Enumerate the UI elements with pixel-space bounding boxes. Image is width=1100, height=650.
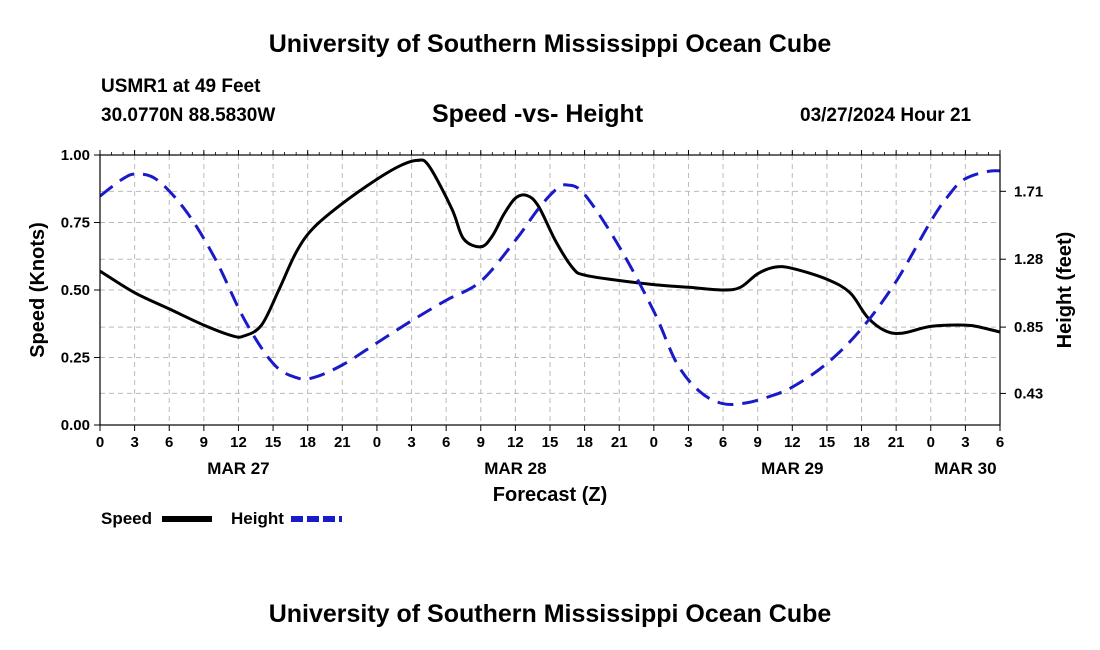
x-tick-label: 18 — [576, 434, 593, 451]
y2-tick-label: 1.71 — [1014, 183, 1043, 200]
y-tick-label: 0.00 — [61, 417, 90, 434]
series-lines — [100, 158, 1000, 407]
x-tick-label: 18 — [299, 434, 316, 451]
x-tick-label: 9 — [754, 434, 762, 451]
x-tick-label: 3 — [130, 434, 138, 451]
x-tick-label: 3 — [407, 434, 415, 451]
date-label: MAR 30 — [934, 459, 996, 478]
y2-tick-label: 0.85 — [1014, 319, 1043, 336]
x-tick-label: 9 — [200, 434, 208, 451]
x-tick-label: 12 — [230, 434, 247, 451]
height-series-line — [100, 169, 1000, 407]
x-tick-label: 0 — [373, 434, 381, 451]
x-tick-label: 3 — [684, 434, 692, 451]
y2-tick-label: 0.43 — [1014, 385, 1043, 402]
x-tick-label: 21 — [611, 434, 628, 451]
forecast-datetime: 03/27/2024 Hour 21 — [800, 105, 972, 126]
date-label: MAR 28 — [484, 459, 546, 478]
x-tick-label: 6 — [165, 434, 173, 451]
y2-tick-label: 1.28 — [1014, 251, 1043, 268]
speed-series-line — [100, 158, 1000, 339]
x-tick-label: 0 — [96, 434, 104, 451]
x-tick-label: 3 — [961, 434, 969, 451]
date-label: MAR 29 — [761, 459, 823, 478]
y-tick-label: 0.75 — [61, 215, 90, 232]
x-tick-label: 21 — [888, 434, 905, 451]
x-tick-label: 15 — [265, 434, 282, 451]
x-tick-label: 21 — [334, 434, 351, 451]
footer-title: University of Southern Mississippi Ocean… — [268, 600, 832, 628]
grid-lines — [99, 155, 1001, 425]
x-tick-label: 18 — [853, 434, 870, 451]
y2-axis-title: Height (feet) — [1054, 232, 1076, 349]
x-tick-label: 12 — [507, 434, 524, 451]
y-tick-label: 0.25 — [61, 350, 90, 367]
y-tick-label: 1.00 — [61, 147, 90, 164]
chart-main-title: University of Southern Mississippi Ocean… — [268, 30, 832, 58]
x-axis-title: Forecast (Z) — [493, 484, 607, 506]
x-tick-label: 9 — [477, 434, 485, 451]
legend-label-height: Height — [231, 509, 284, 528]
x-tick-label: 0 — [927, 434, 935, 451]
x-tick-label: 12 — [784, 434, 801, 451]
chart-subtitle: Speed -vs- Height — [432, 100, 644, 128]
station-coordinates: 30.0770N 88.5830W — [101, 105, 276, 126]
station-label: USMR1 at 49 Feet — [101, 76, 261, 97]
x-tick-label: 6 — [442, 434, 450, 451]
y-tick-label: 0.50 — [61, 282, 90, 299]
date-label: MAR 27 — [207, 459, 269, 478]
y-axis-title: Speed (Knots) — [27, 222, 49, 358]
x-tick-label: 15 — [542, 434, 559, 451]
legend: Speed Height — [101, 509, 342, 528]
x-tick-label: 6 — [996, 434, 1004, 451]
x-tick-label: 15 — [819, 434, 836, 451]
x-tick-label: 0 — [650, 434, 658, 451]
legend-label-speed: Speed — [101, 509, 152, 528]
axes: 0 3 6 9 12 15 18 21 0 3 6 9 12 15 18 21 0 3 6 9 12 15 18 21 0 3 6 0… — [61, 147, 1043, 478]
x-tick-label: 6 — [719, 434, 727, 451]
